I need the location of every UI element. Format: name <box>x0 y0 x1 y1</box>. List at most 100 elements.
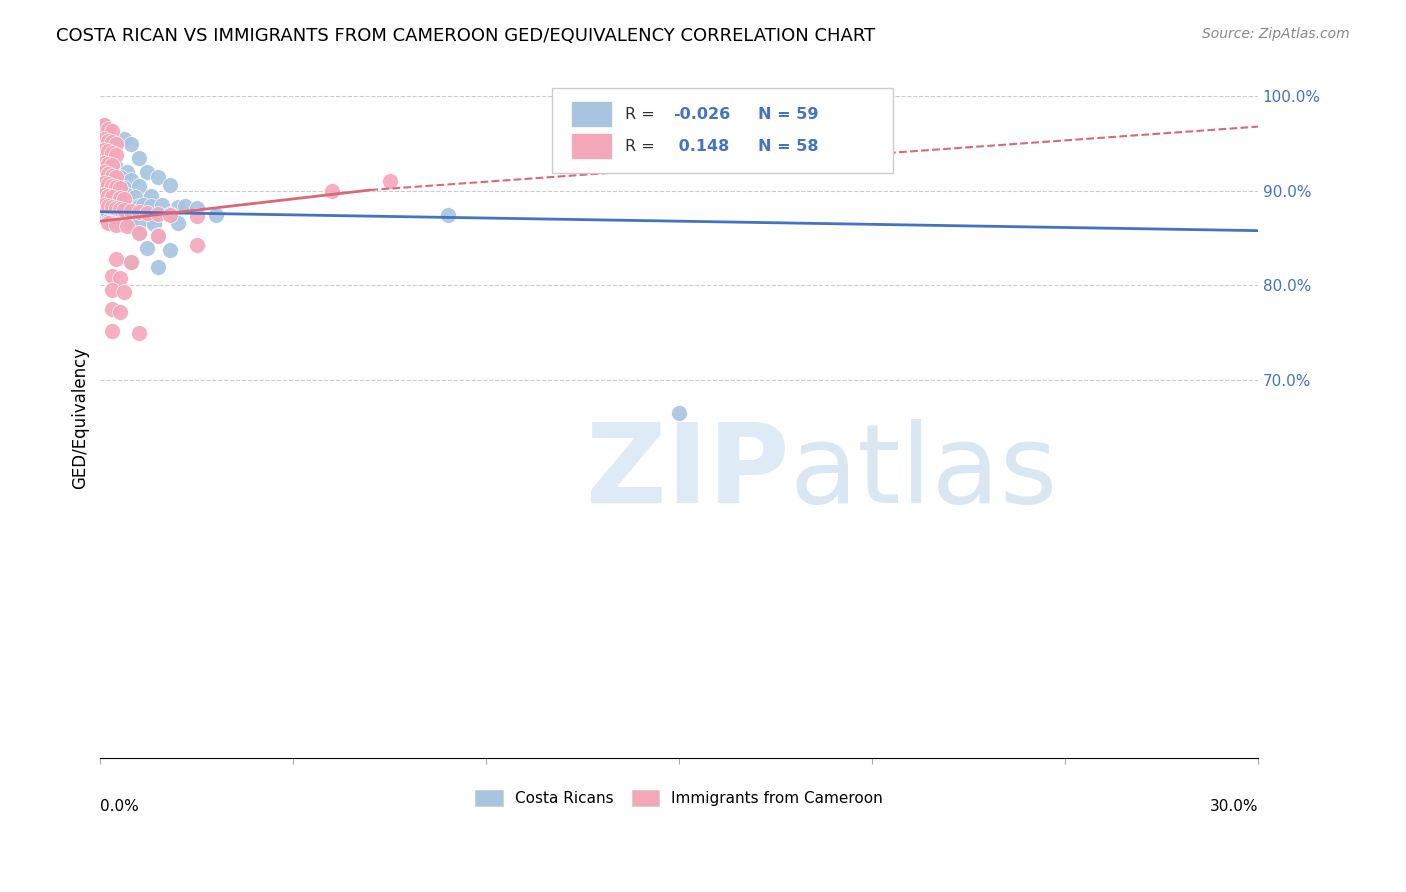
Point <box>108 181 131 195</box>
Text: 0.0%: 0.0% <box>100 799 139 814</box>
Point <box>159 243 181 257</box>
Point <box>97 122 120 136</box>
Point <box>101 324 124 338</box>
Text: N = 58: N = 58 <box>758 139 818 153</box>
Point <box>128 227 150 241</box>
Point <box>101 146 124 161</box>
Point <box>101 169 124 183</box>
Point <box>112 285 135 299</box>
Point <box>93 143 115 157</box>
Point <box>97 134 120 148</box>
Point <box>112 202 135 217</box>
Point <box>120 215 142 229</box>
Point <box>101 146 124 161</box>
Point <box>120 203 142 218</box>
Point <box>117 165 139 179</box>
Text: 0.148: 0.148 <box>673 139 730 153</box>
Point <box>159 208 181 222</box>
Point <box>135 208 157 222</box>
Point <box>101 200 124 214</box>
FancyBboxPatch shape <box>571 102 612 128</box>
Point <box>108 206 131 220</box>
Point <box>143 217 166 231</box>
Point <box>97 178 120 192</box>
Point <box>128 151 150 165</box>
Point <box>378 174 401 188</box>
Text: N = 59: N = 59 <box>758 107 818 121</box>
Point <box>128 227 150 241</box>
Text: 30.0%: 30.0% <box>1209 799 1258 814</box>
Point <box>205 208 228 222</box>
Point <box>97 157 120 171</box>
Point <box>93 187 115 202</box>
Point <box>93 177 115 191</box>
Legend: Costa Ricans, Immigrants from Cameroon: Costa Ricans, Immigrants from Cameroon <box>470 784 889 812</box>
Point <box>120 255 142 269</box>
Point <box>148 228 170 243</box>
Text: R =: R = <box>624 139 659 153</box>
Point <box>112 199 135 213</box>
Point <box>104 169 127 184</box>
Text: ZIP: ZIP <box>586 419 790 526</box>
Point <box>120 200 142 214</box>
Point <box>148 260 170 274</box>
Point <box>128 199 150 213</box>
Point <box>139 188 162 202</box>
Point <box>101 179 124 194</box>
Point <box>436 208 458 222</box>
Point <box>104 161 127 175</box>
Point <box>117 219 139 233</box>
Point <box>101 189 124 203</box>
Point <box>101 135 124 149</box>
Point <box>108 169 131 184</box>
Point <box>101 158 124 172</box>
Point <box>93 118 115 132</box>
Point <box>104 148 127 162</box>
Point <box>101 206 124 220</box>
Point <box>120 136 142 151</box>
Point <box>112 132 135 146</box>
Point <box>128 216 150 230</box>
Point <box>97 205 120 219</box>
Point <box>93 204 115 219</box>
Point <box>186 209 208 223</box>
Point <box>128 326 150 340</box>
Point <box>135 241 157 255</box>
Point <box>101 179 124 194</box>
Y-axis label: GED/Equivalency: GED/Equivalency <box>72 347 89 489</box>
Point <box>108 305 131 319</box>
Point <box>112 208 135 222</box>
Point <box>159 178 181 193</box>
Point <box>97 188 120 202</box>
Point <box>159 206 181 220</box>
Point <box>166 200 188 214</box>
Point <box>101 124 124 138</box>
Point <box>97 188 120 202</box>
Point <box>108 197 131 211</box>
Point <box>108 192 131 206</box>
Point <box>174 199 197 213</box>
Point <box>112 216 135 230</box>
Point <box>101 302 124 317</box>
Point <box>117 198 139 212</box>
Point <box>132 198 155 212</box>
Point <box>668 406 690 420</box>
Point <box>148 229 170 244</box>
Text: COSTA RICAN VS IMMIGRANTS FROM CAMEROON GED/EQUIVALENCY CORRELATION CHART: COSTA RICAN VS IMMIGRANTS FROM CAMEROON … <box>56 27 876 45</box>
Point <box>139 199 162 213</box>
Point <box>104 252 127 266</box>
Point <box>148 206 170 220</box>
Point <box>97 167 120 181</box>
Point <box>117 187 139 202</box>
FancyBboxPatch shape <box>571 133 612 159</box>
Point <box>143 209 166 223</box>
Point <box>104 180 127 194</box>
Point <box>186 201 208 215</box>
Point <box>104 205 127 219</box>
Point <box>135 205 157 219</box>
Point <box>101 268 124 283</box>
Point <box>108 202 131 216</box>
Point <box>128 179 150 194</box>
Point <box>93 198 115 212</box>
Point <box>104 215 127 229</box>
